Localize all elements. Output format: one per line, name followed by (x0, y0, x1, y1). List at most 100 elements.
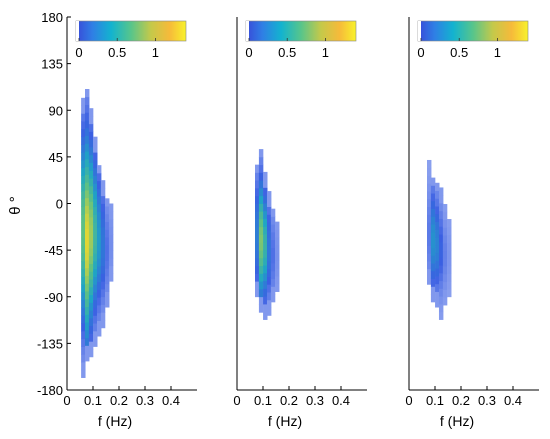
heatmap-cell (96, 250, 102, 259)
heatmap-cell (430, 278, 436, 287)
x-tick-label: 0.1 (84, 393, 102, 408)
heatmap-cell (430, 255, 436, 264)
heatmap-cell (81, 136, 86, 145)
heatmap-cell (93, 136, 98, 145)
heatmap-cell (438, 249, 444, 258)
heatmap-cell (258, 203, 264, 212)
heatmap-cell (266, 299, 272, 309)
heatmap-cell (88, 108, 94, 117)
heatmap-cell (427, 214, 432, 223)
heatmap-cell (105, 276, 110, 285)
heatmap-cell (430, 231, 436, 241)
heatmap-cell (427, 253, 432, 262)
heatmap-cell (438, 241, 444, 251)
heatmap-cell (93, 222, 98, 231)
heatmap-cell (100, 250, 106, 259)
heatmap-cell (81, 346, 86, 355)
heatmap-cell (100, 320, 106, 329)
heatmap-cell (270, 216, 276, 225)
heatmap-cell (430, 193, 436, 202)
heatmap-cell (93, 284, 98, 293)
y-tick-label: -45 (44, 243, 63, 258)
heatmap-cell (263, 187, 268, 196)
heatmap-cell (81, 159, 86, 169)
colorbar-gradient (417, 20, 529, 42)
heatmap-cell (438, 288, 444, 297)
colorbar-tick-label: 1 (494, 45, 501, 60)
heatmap-column (85, 89, 90, 362)
heatmap-cell (258, 211, 264, 220)
heatmap-cell (435, 182, 440, 191)
heatmap-cell (81, 113, 86, 122)
x-tick-label: 0.2 (110, 393, 128, 408)
heatmap-cell (255, 187, 260, 197)
heatmap-cell (447, 257, 452, 267)
heatmap-cell (275, 252, 280, 261)
heatmap-cell (81, 315, 86, 324)
heatmap-cell (105, 198, 110, 207)
heatmap-cell (88, 310, 94, 319)
heatmap-cell (93, 167, 98, 176)
heatmap-cell (93, 323, 98, 332)
heatmap-cell (88, 341, 94, 350)
heatmap-column (270, 208, 276, 303)
heatmap-cell (270, 247, 276, 256)
heatmap-cell (435, 260, 440, 269)
heatmap-cell (263, 272, 268, 282)
heatmap-cell (442, 297, 448, 306)
heatmap-cell (430, 216, 436, 225)
heatmap-cell (81, 206, 86, 215)
heatmap-cell (270, 224, 276, 233)
heatmap-cell (81, 253, 86, 262)
heatmap-cell (266, 253, 272, 262)
heatmap-cell (105, 213, 110, 223)
heatmap-cell (442, 266, 448, 275)
heatmap-cell (263, 304, 268, 313)
heatmap-cell (258, 226, 264, 235)
heatmap-cell (100, 281, 106, 290)
heatmap-cell (266, 245, 272, 254)
heatmap-cell (81, 284, 86, 293)
heatmap-cell (108, 219, 114, 228)
heatmap-cell (263, 241, 268, 251)
heatmap-cell (85, 143, 90, 152)
heatmap-column (108, 203, 114, 282)
heatmap-cell (275, 260, 280, 269)
heatmap-cell (430, 177, 436, 186)
heatmap-cell (258, 187, 264, 197)
heatmap-cell (81, 299, 86, 309)
heatmap-cell (85, 291, 90, 300)
heatmap-cell (88, 147, 94, 156)
heatmap-cell (438, 210, 444, 219)
heatmap-cell (81, 198, 86, 208)
heatmap-cell (255, 226, 260, 235)
heatmap-cell (88, 333, 94, 342)
heatmap-cell (88, 286, 94, 296)
heatmap-cell (85, 275, 90, 284)
heatmap-cell (100, 234, 106, 243)
heatmap-cell (81, 237, 86, 246)
heatmap-cell (88, 279, 94, 288)
heatmap-cell (427, 268, 432, 277)
heatmap-cell (81, 338, 86, 347)
heatmap-cell (255, 203, 260, 212)
heatmap-cell (266, 237, 272, 246)
heatmap-cell (430, 200, 436, 210)
x-tick-label: 0 (233, 393, 240, 408)
heatmap-cell (270, 270, 276, 280)
heatmap-cell (258, 242, 264, 251)
heatmap-cell (255, 250, 260, 259)
heatmap-cell (435, 221, 440, 230)
x-axis-title: f (Hz) (268, 413, 302, 429)
x-tick-label: 0.1 (254, 393, 272, 408)
heatmap-cell (93, 159, 98, 169)
heatmap-cell (258, 250, 264, 259)
heatmap-cell (88, 248, 94, 257)
heatmap-cell (85, 283, 90, 292)
heatmap-cell (108, 273, 114, 282)
heatmap-cell (88, 349, 94, 358)
heatmap-cell (85, 337, 90, 346)
heatmap-cell (430, 247, 436, 256)
heatmap-cell (88, 123, 94, 132)
heatmap-cell (93, 315, 98, 324)
